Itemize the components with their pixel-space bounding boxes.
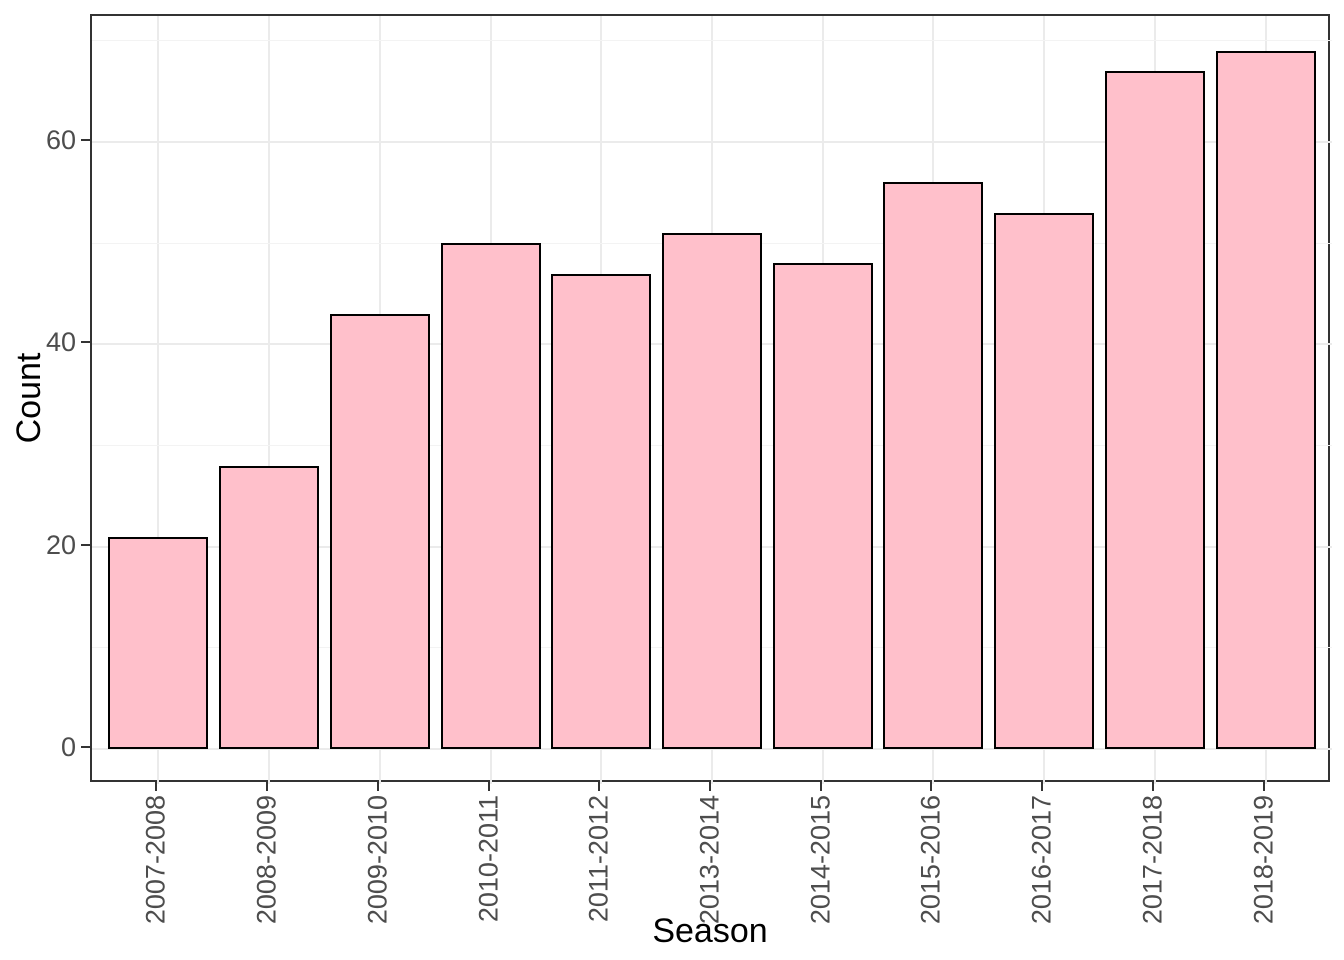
x-tick-mark: [376, 782, 379, 791]
y-tick-label: 40: [45, 327, 76, 358]
x-tick-label: 2008-2009: [251, 795, 282, 925]
bar-2011-2012: [551, 273, 651, 750]
bar-2008-2009: [219, 465, 319, 750]
x-tick-label: 2009-2010: [362, 795, 393, 925]
plot-panel: [90, 14, 1332, 784]
bar-2014-2015: [773, 263, 873, 750]
x-tick-label: 2011-2012: [583, 795, 614, 923]
x-tick-mark: [709, 782, 711, 791]
gridline-major: [92, 748, 1332, 751]
x-tick-label: 2016-2017: [1026, 795, 1057, 925]
bar-2009-2010: [330, 313, 430, 750]
bars-layer: [92, 16, 1328, 780]
x-tick-mark: [487, 782, 490, 791]
x-tick-label: 2010-2011: [473, 795, 504, 923]
y-tick-mark: [81, 543, 90, 546]
bar-2018-2019: [1216, 50, 1316, 750]
bar-2007-2008: [108, 536, 208, 750]
gridline-vertical: [268, 16, 271, 784]
bar-2017-2018: [1105, 71, 1205, 750]
x-tick-mark: [155, 782, 158, 791]
x-tick-mark: [266, 782, 269, 791]
bar-2015-2016: [883, 182, 983, 750]
gridline-major: [92, 140, 1332, 143]
bar-2013-2014: [662, 233, 762, 750]
x-tick-mark: [819, 782, 822, 791]
x-tick-mark: [1041, 782, 1044, 791]
gridline-vertical: [157, 16, 160, 784]
x-tick-mark: [1262, 782, 1265, 791]
x-axis-title: Season: [652, 912, 768, 950]
y-tick-label: 0: [60, 732, 76, 763]
x-tick-label: 2013-2014: [694, 795, 725, 925]
y-tick-mark: [81, 138, 90, 141]
x-tick-mark: [1151, 782, 1154, 791]
y-tick-label: 60: [45, 124, 76, 155]
x-tick-label: 2014-2015: [805, 795, 836, 925]
x-tick-label: 2007-2008: [140, 795, 171, 925]
y-axis-title: Count: [10, 352, 48, 444]
y-tick-label: 20: [45, 529, 76, 560]
gridline-minor: [92, 40, 1332, 42]
x-tick-label: 2018-2019: [1248, 795, 1279, 925]
bar-2010-2011: [441, 243, 541, 750]
y-tick-mark: [81, 341, 90, 344]
y-tick-mark: [81, 746, 90, 749]
x-tick-label: 2017-2018: [1137, 795, 1168, 925]
bar-2016-2017: [994, 212, 1094, 750]
x-tick-mark: [598, 782, 601, 791]
x-tick-mark: [930, 782, 933, 791]
x-tick-label: 2015-2016: [915, 795, 946, 925]
